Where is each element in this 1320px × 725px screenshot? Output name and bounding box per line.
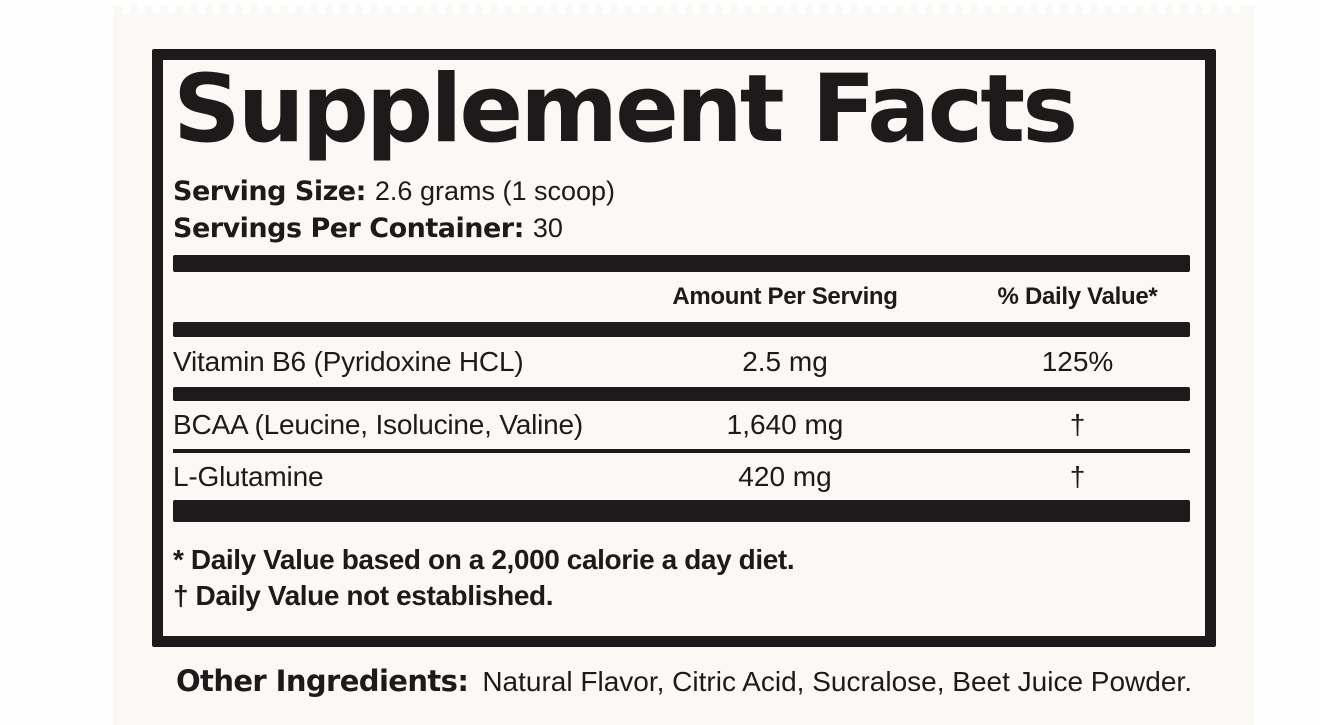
ingredient-daily-value: † <box>1069 409 1086 441</box>
ingredient-amount: 2.5 mg <box>742 346 828 378</box>
ingredient-amount: 1,640 mg <box>726 409 844 441</box>
separator-line-thin <box>173 449 1190 454</box>
supplement-facts-title: Supplement Facts <box>173 55 1078 164</box>
separator-bar-below-header <box>173 322 1190 338</box>
header-amount-per-serving: Amount Per Serving <box>672 283 898 311</box>
separator-bar-mid <box>173 387 1190 402</box>
facts-box-content: Supplement Facts Serving Size: 2.6 grams … <box>173 55 1190 614</box>
servings-per-container-label: Servings Per Container: <box>173 213 524 245</box>
serving-size-value: 2.6 grams (1 scoop) <box>374 176 616 207</box>
footnote-daily-value-basis: * Daily Value based on a 2,000 calorie a… <box>173 544 795 576</box>
footnotes: * Daily Value based on a 2,000 calorie a… <box>173 542 1190 614</box>
other-ingredients-value: Natural Flavor, Citric Acid, Sucralose, … <box>482 666 1192 697</box>
table-row: BCAA (Leucine, Isolucine, Valine) 1,640 … <box>173 401 1190 449</box>
ingredient-amount: 420 mg <box>738 460 832 492</box>
supplement-facts-box: Supplement Facts Serving Size: 2.6 grams … <box>152 49 1216 647</box>
other-ingredients-label: Other Ingredients: <box>176 664 469 698</box>
table-row: Vitamin B6 (Pyridoxine HCL) 2.5 mg 125% <box>173 337 1190 387</box>
table-row: L-Glutamine 420 mg † <box>173 453 1190 500</box>
header-daily-value: % Daily Value* <box>997 283 1158 311</box>
label-paper-background <box>113 5 1255 725</box>
other-ingredients-line: Other Ingredients: Natural Flavor, Citric… <box>176 664 1192 698</box>
separator-bar-top <box>173 255 1190 273</box>
servings-per-container-value: 30 <box>532 213 563 244</box>
ingredient-daily-value: † <box>1069 460 1086 492</box>
ingredient-name: BCAA (Leucine, Isolucine, Valine) <box>173 409 583 441</box>
ingredient-name: L-Glutamine <box>173 460 324 492</box>
servings-per-container-line: Servings Per Container: 30 <box>173 210 1190 247</box>
ingredient-name: Vitamin B6 (Pyridoxine HCL) <box>173 346 524 378</box>
serving-info: Serving Size: 2.6 grams (1 scoop) Serving… <box>173 173 1190 247</box>
separator-bar-bottom <box>173 500 1190 523</box>
footnote-daily-value-not-established: † Daily Value not established. <box>173 580 554 612</box>
ingredient-daily-value: 125% <box>1041 346 1114 378</box>
serving-size-label: Serving Size: <box>173 176 366 208</box>
serving-size-line: Serving Size: 2.6 grams (1 scoop) <box>173 173 1190 210</box>
table-header-row: Amount Per Serving % Daily Value* <box>173 272 1190 322</box>
